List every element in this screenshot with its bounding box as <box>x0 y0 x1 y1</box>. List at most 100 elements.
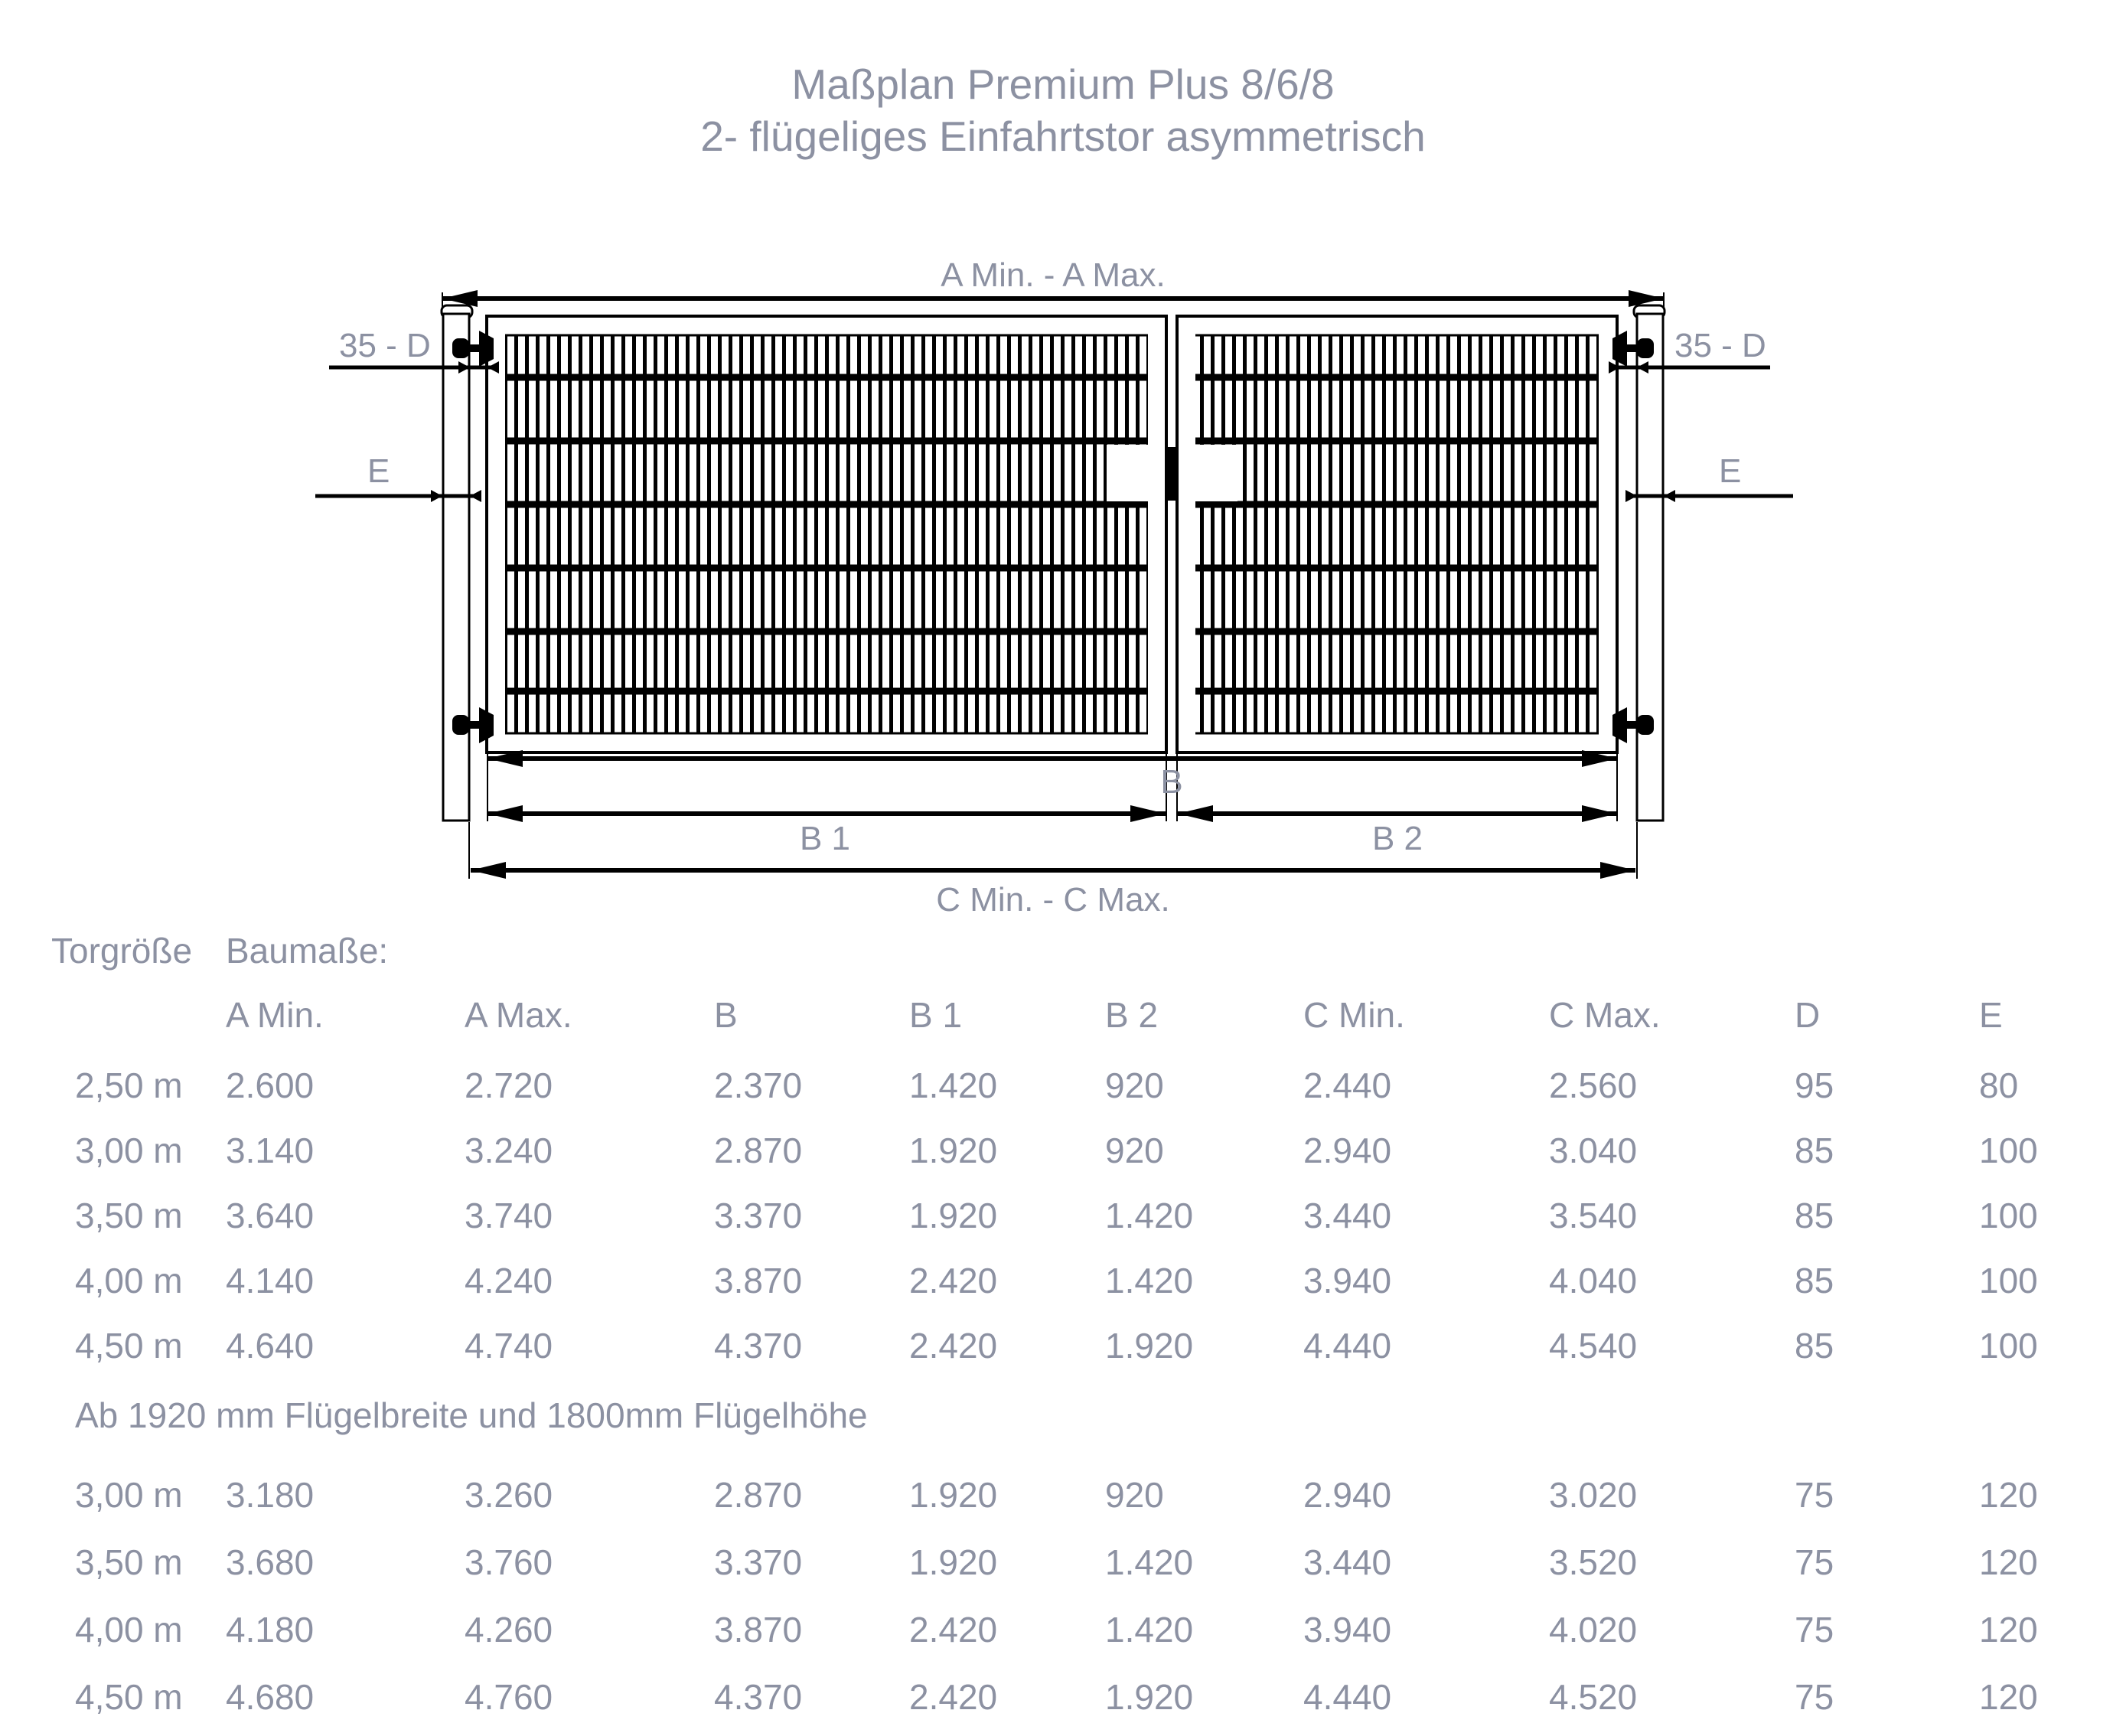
table-cell: 75 <box>1795 1610 1834 1650</box>
table-cell: 3.640 <box>226 1196 315 1235</box>
table-cell: 100 <box>1979 1131 2038 1170</box>
dim-label-b2: B 2 <box>1372 820 1423 857</box>
left-wing <box>485 315 1168 754</box>
table-cell: 1.420 <box>909 1065 998 1105</box>
table-cell: 2.560 <box>1549 1065 1638 1105</box>
table-cell: 95 <box>1795 1065 1834 1105</box>
table-cell: 2.870 <box>714 1131 803 1170</box>
table-cell: C Min. <box>1303 995 1405 1035</box>
left-lock-plate <box>1107 445 1149 501</box>
table-cell: 1.420 <box>1105 1196 1194 1235</box>
table-cell: 3.940 <box>1303 1610 1392 1650</box>
dim-label-e-right: E <box>1719 452 1741 490</box>
table-cell: 4.240 <box>465 1261 553 1300</box>
page-title: Maßplan Premium Plus 8/6/8 2- flügeliges… <box>0 58 2126 162</box>
table-cell: 3.180 <box>226 1475 315 1515</box>
table-cell: 2.440 <box>1303 1065 1392 1105</box>
left-wing-rails <box>505 374 1148 695</box>
table-cell: E <box>1979 995 2003 1035</box>
table-cell: 3,00 m <box>75 1475 183 1515</box>
table-cell: 3.760 <box>465 1542 553 1582</box>
table-cell: 4,00 m <box>75 1261 183 1300</box>
dimension-d-right: 35 - D <box>1609 327 1770 374</box>
table-cell: 1.420 <box>1105 1261 1194 1300</box>
table-cell: 4.370 <box>714 1326 803 1366</box>
dimension-a: A Min. - A Max. <box>442 256 1665 307</box>
table-cell: 3.940 <box>1303 1261 1392 1300</box>
dimension-b2: B 2 <box>1178 805 1617 857</box>
table-cell: 3,50 m <box>75 1542 183 1582</box>
table-cell: 1.420 <box>1105 1542 1194 1582</box>
dimension-d-left: 35 - D <box>329 327 499 374</box>
right-lock-plate <box>1195 445 1237 501</box>
table-cell: 75 <box>1795 1677 1834 1717</box>
table-cell: 3.740 <box>465 1196 553 1235</box>
table-row: 4,50 m 4.680 4.760 4.370 2.420 1.920 4.440 4.52… <box>0 1676 2126 1736</box>
table-cell: 4,00 m <box>75 1610 183 1650</box>
right-wing-rails <box>1195 374 1599 695</box>
table-cell: 120 <box>1979 1475 2038 1515</box>
table-cell: 2.420 <box>909 1610 998 1650</box>
table-cell: A Min. <box>226 995 324 1035</box>
table-row: 3,50 m 3.640 3.740 3.370 1.920 1.420 3.440 3.54… <box>0 1195 2126 1260</box>
table-cell: 85 <box>1795 1196 1834 1235</box>
table-cell: 3.260 <box>465 1475 553 1515</box>
table-header-torgroesse: Torgröße <box>51 931 193 971</box>
table-cell: 4.180 <box>226 1610 315 1650</box>
table-cell: 920 <box>1105 1131 1164 1170</box>
table-cell: 920 <box>1105 1065 1164 1105</box>
center-latch <box>1166 447 1176 501</box>
table-cell: 920 <box>1105 1475 1164 1515</box>
right-post <box>1632 304 1666 822</box>
extension-lines <box>468 754 1638 879</box>
table-cell: 4.520 <box>1549 1677 1638 1717</box>
table-cell: D <box>1795 995 1821 1035</box>
title-line-2: 2- flügeliges Einfahrtstor asymmetrisch <box>700 113 1426 160</box>
dim-label-e-left: E <box>367 452 390 490</box>
dimension-b1: B 1 <box>487 805 1166 857</box>
table-row: 3,00 m 3.140 3.240 2.870 1.920 920 2.940 3.040 8… <box>0 1130 2126 1195</box>
dim-label-b1: B 1 <box>800 820 850 857</box>
table-cell: B 1 <box>909 995 963 1035</box>
table-note: Ab 1920 mm Flügelbreite und 1800mm Flüge… <box>75 1395 868 1435</box>
table-cell: 1.920 <box>1105 1677 1194 1717</box>
table-cell: 4.020 <box>1549 1610 1638 1650</box>
table-cell: 3.680 <box>226 1542 315 1582</box>
table-cell: 1.920 <box>1105 1326 1194 1366</box>
table-cell: 3.040 <box>1549 1131 1638 1170</box>
dim-label-a: A Min. - A Max. <box>941 256 1165 294</box>
table-cell: 4.040 <box>1549 1261 1638 1300</box>
table-cell: 2.600 <box>226 1065 315 1105</box>
table-cell: 2.720 <box>465 1065 553 1105</box>
table-cell: 2.940 <box>1303 1475 1392 1515</box>
table-cell: 3.870 <box>714 1261 803 1300</box>
table-cell: 3.870 <box>714 1610 803 1650</box>
right-wing <box>1175 315 1619 754</box>
left-post <box>440 304 474 822</box>
dim-label-d-left: 35 - D <box>339 327 431 364</box>
table-cell: 3,50 m <box>75 1196 183 1235</box>
table-row: 4,00 m 4.180 4.260 3.870 2.420 1.420 3.940 4.02… <box>0 1609 2126 1676</box>
dimension-c: C Min. - C Max. <box>471 862 1635 919</box>
table-row: 4,50 m 4.640 4.740 4.370 2.420 1.920 4.440 4.54… <box>0 1325 2126 1390</box>
table-cell: 2.420 <box>909 1261 998 1300</box>
table-cell: 4,50 m <box>75 1326 183 1366</box>
dimension-e-right: E <box>1625 452 1793 502</box>
gate-diagram: A Min. - A Max. <box>315 256 1793 919</box>
table-cell: 2.870 <box>714 1475 803 1515</box>
table-cell: 75 <box>1795 1475 1834 1515</box>
table-cell: 100 <box>1979 1261 2038 1300</box>
table-cell: B 2 <box>1105 995 1159 1035</box>
table-cell: 2.420 <box>909 1677 998 1717</box>
table-cell: 2.420 <box>909 1326 998 1366</box>
table-cell: 2.940 <box>1303 1131 1392 1170</box>
table-cell: 1.920 <box>909 1542 998 1582</box>
title-line-1: Maßplan Premium Plus 8/6/8 <box>791 60 1335 108</box>
table-cell: 85 <box>1795 1131 1834 1170</box>
table-cell: 3.020 <box>1549 1475 1638 1515</box>
dim-label-b: B <box>1160 763 1182 801</box>
table-row: 4,00 m 4.140 4.240 3.870 2.420 1.420 3.940 4.04… <box>0 1260 2126 1325</box>
table-cell: 3.520 <box>1549 1542 1638 1582</box>
table-rows-large: 3,00 m 3.180 3.260 2.870 1.920 920 2.940 3.020 7… <box>0 1474 2126 1736</box>
